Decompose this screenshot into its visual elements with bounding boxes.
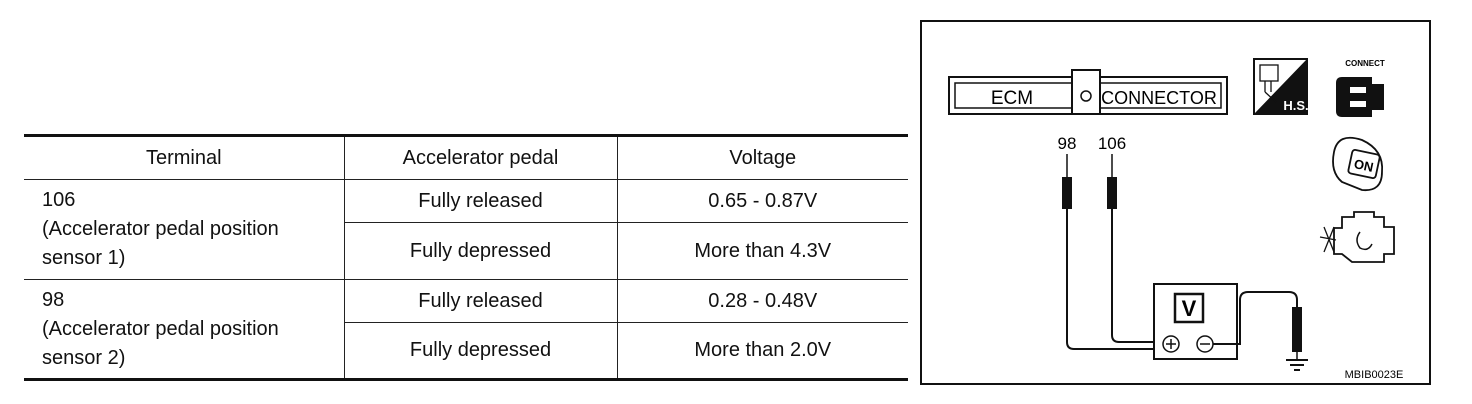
header-voltage: Voltage (616, 134, 908, 180)
terminal-description: (Accelerator pedal position sensor 1) (42, 218, 279, 269)
voltage-cell: 0.65 - 0.87V (616, 179, 908, 223)
pedal-state-cell: Fully released (343, 279, 618, 323)
probe-98 (1062, 154, 1072, 342)
terminal-cell-106: 106 (Accelerator pedal position sensor 1… (24, 179, 345, 280)
hs-label: H.S. (1283, 98, 1308, 113)
probe-label-98: 98 (1058, 134, 1077, 153)
table-row: 98 (Accelerator pedal position sensor 2)… (24, 279, 908, 381)
table-row: Fully depressed More than 4.3V (24, 222, 908, 280)
ecm-label: ECM (991, 88, 1033, 109)
connect-label: CONNECT (1345, 59, 1385, 68)
meter-label: V (1182, 296, 1197, 321)
terminal-description: (Accelerator pedal position sensor 2) (42, 318, 279, 369)
pedal-state-cell: Fully depressed (343, 322, 618, 381)
terminal-number: 98 (42, 289, 65, 311)
table-row: 106 (Accelerator pedal position sensor 1… (24, 179, 908, 280)
measurement-diagram: ECM CONNECTOR 98 106 V (920, 20, 1431, 385)
probe-106 (1107, 154, 1117, 335)
harness-side-icon: H.S. (1253, 58, 1309, 115)
voltage-cell: More than 4.3V (616, 222, 908, 280)
ignition-label: ON (1353, 156, 1375, 175)
voltage-cell: More than 2.0V (616, 322, 908, 381)
pedal-state-cell: Fully released (343, 179, 618, 223)
connector-label: CONNECTOR (1101, 88, 1217, 108)
engine-running-icon (1319, 211, 1395, 263)
terminal-voltage-table: Terminal Accelerator pedal Voltage 106 (… (24, 134, 908, 381)
ignition-on-icon: ON (1332, 136, 1384, 192)
voltmeter: V (1153, 283, 1238, 360)
ecm-connector: ECM CONNECTOR (948, 69, 1228, 115)
header-terminal: Terminal (24, 134, 345, 180)
connect-icon: CONNECT (1336, 59, 1385, 117)
table-header-row: Terminal Accelerator pedal Voltage (24, 134, 908, 180)
header-accelerator-pedal: Accelerator pedal (343, 134, 618, 180)
table-row: Fully depressed More than 2.0V (24, 322, 908, 381)
diagram-canvas: ECM CONNECTOR 98 106 V (948, 58, 1404, 381)
terminal-cell-98: 98 (Accelerator pedal position sensor 2) (24, 279, 345, 381)
voltage-cell: 0.28 - 0.48V (616, 279, 908, 323)
probe-label-106: 106 (1098, 134, 1126, 153)
pedal-state-cell: Fully depressed (343, 222, 618, 280)
ground-lead (1213, 291, 1308, 371)
positive-terminal-icon (1162, 335, 1180, 353)
terminal-number: 106 (42, 189, 76, 211)
figure-code: MBIB0023E (1345, 369, 1404, 381)
